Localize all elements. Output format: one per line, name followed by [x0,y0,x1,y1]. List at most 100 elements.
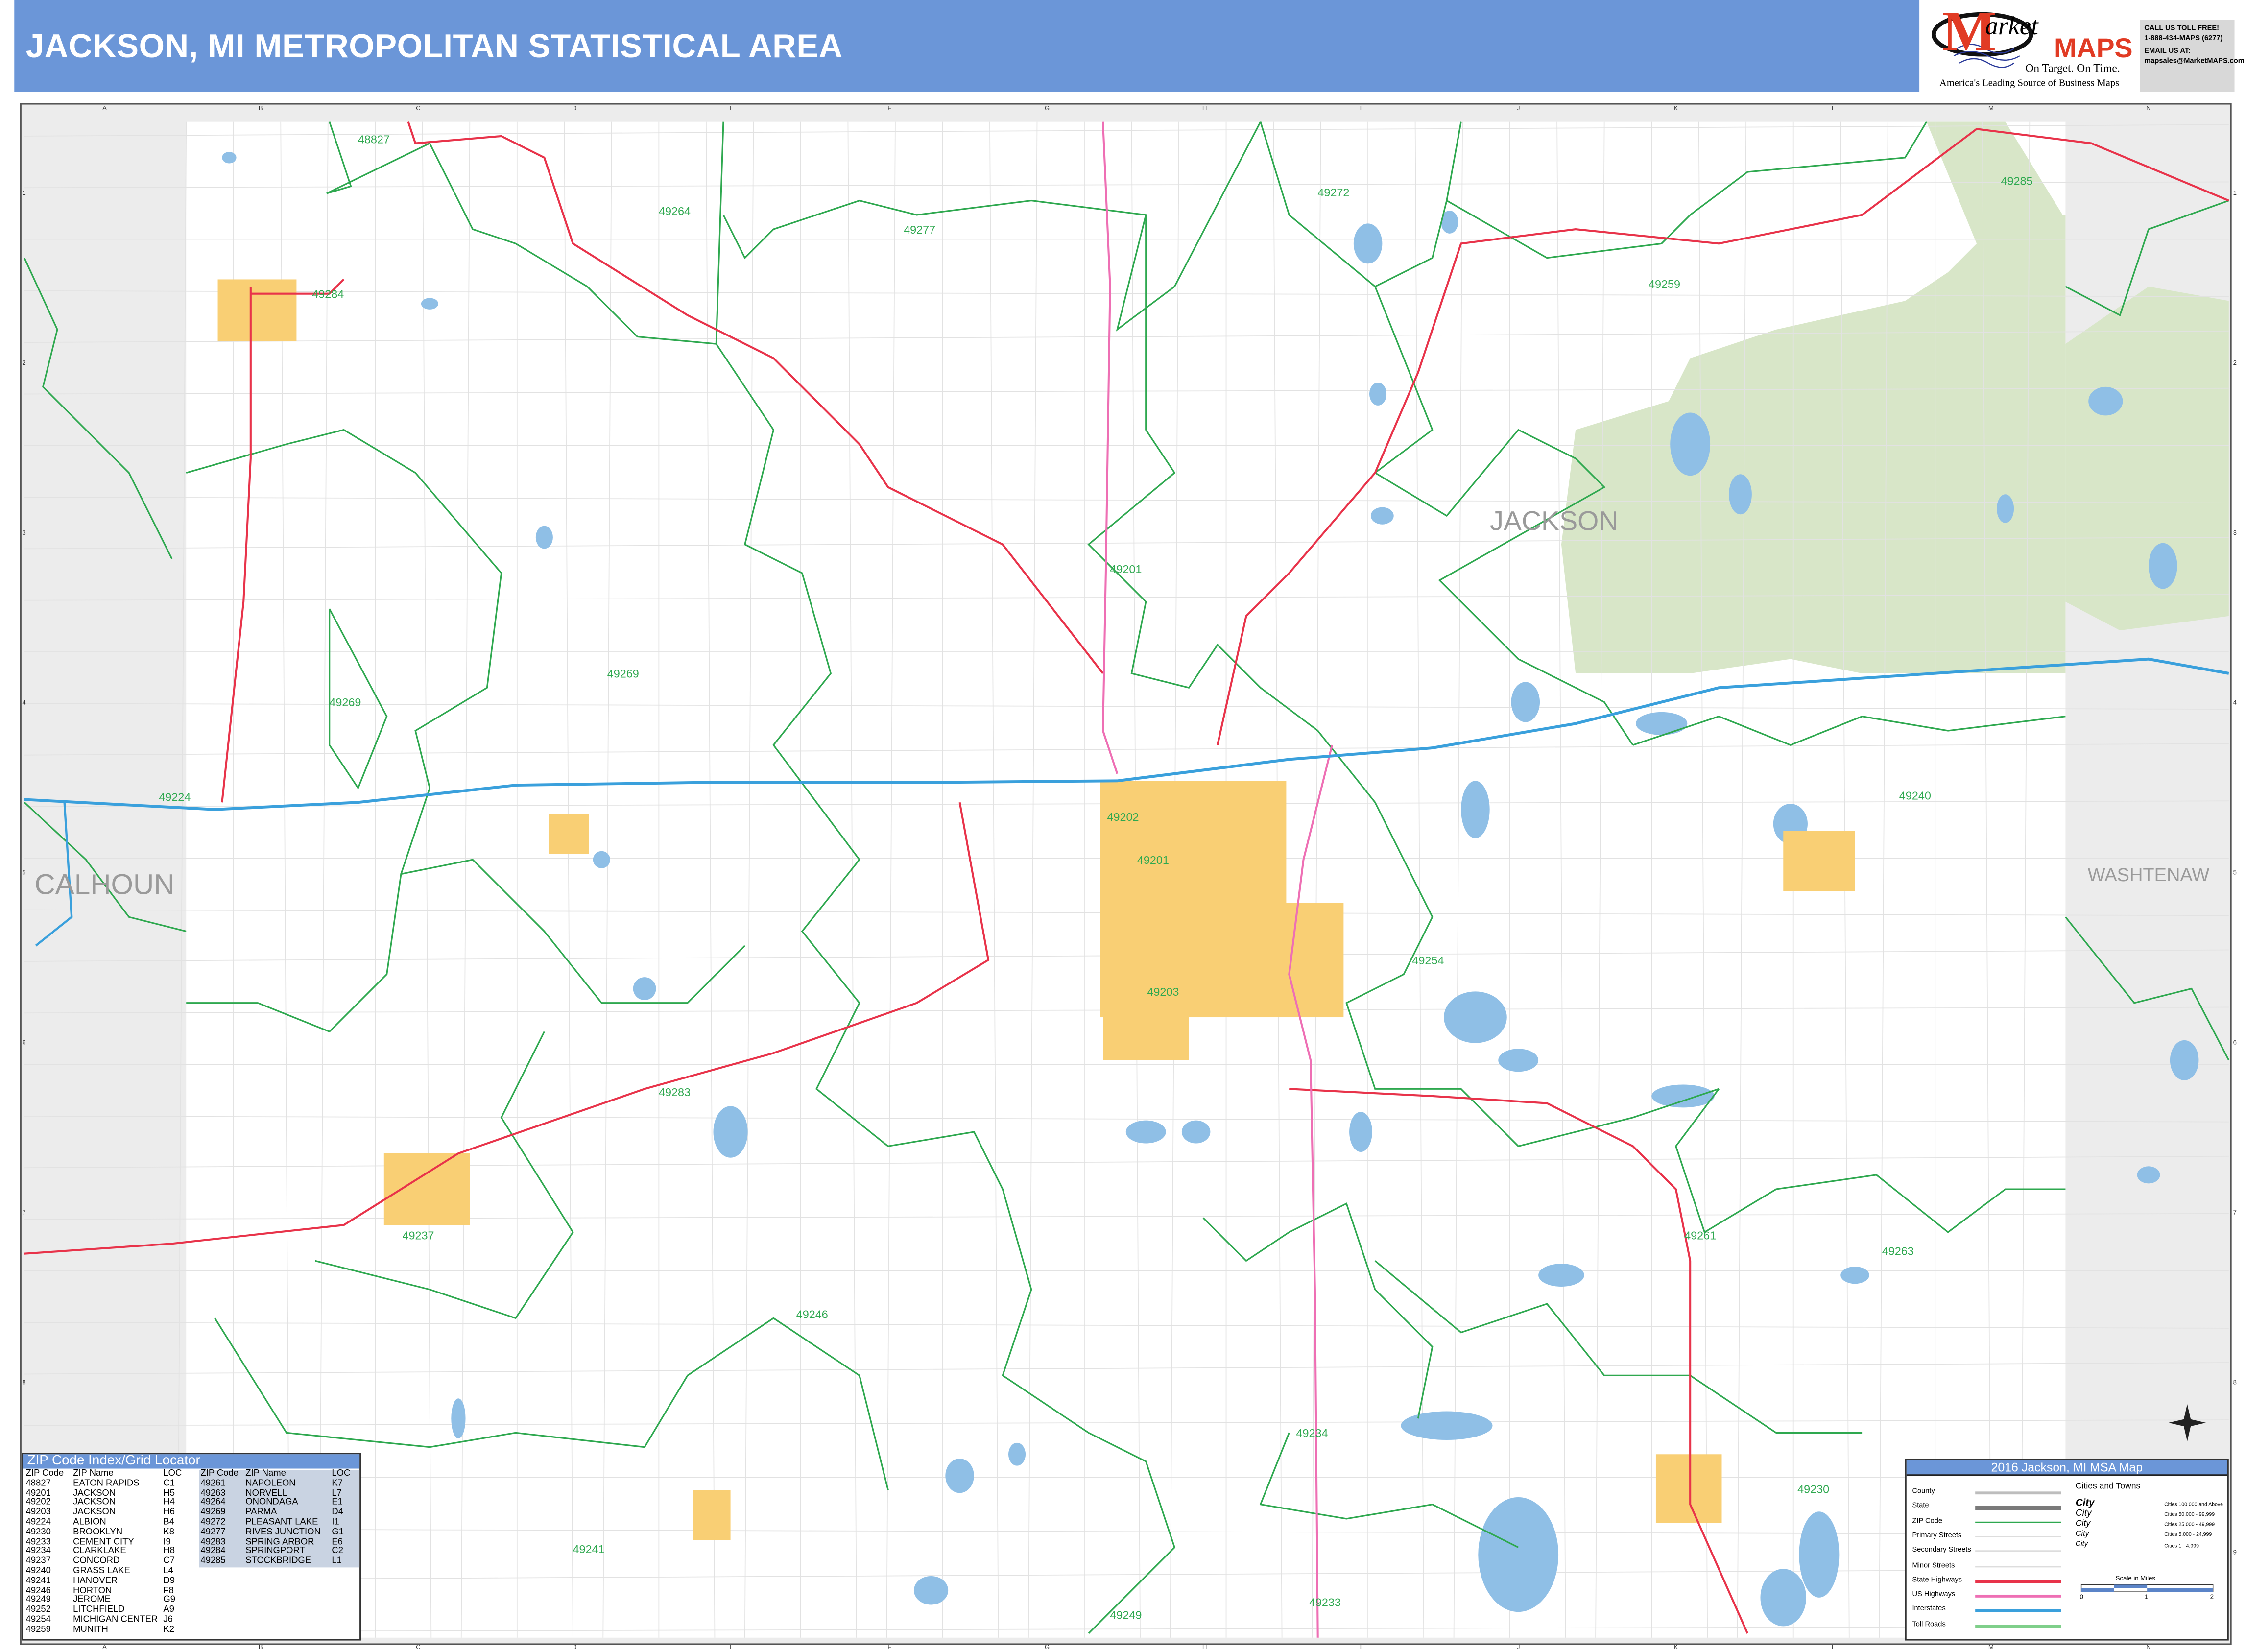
zip-index-row: 49254 MICHIGAN CENTER J6 [24,1614,195,1626]
zip-label: 49283 [659,1086,691,1099]
page-title: JACKSON, MI METROPOLITAN STATISTICAL ARE… [25,27,843,65]
grid-column-label-C: C [416,104,421,112]
state-game-area [1561,215,2066,673]
city-class-label: Cities 100,000 and Above [2164,1501,2223,1507]
zip-index-panel: ZIP Code Index/Grid Locator ZIP Code ZIP … [21,1453,361,1641]
legend-line-swatch [1975,1521,2061,1523]
zip-boundary [214,1317,889,1490]
lake [1511,682,1540,722]
zip-name: SPRINGPORT [245,1546,305,1557]
grid-column-label-bottom-J: J [1517,1643,1520,1651]
grid-loc: A9 [163,1604,174,1615]
legend-item-label: County [1912,1487,1935,1496]
minor-street [280,121,290,1638]
zip-index-table-left: ZIP Code ZIP Name LOC 48827 EATON RAPIDS C1 49… [24,1469,195,1635]
zip-index-row: 49203 JACKSON H6 [24,1508,195,1519]
zip-label: 49203 [1147,985,1179,998]
zip-label: 49254 [1412,954,1444,967]
zip-boundary [1260,121,1462,287]
state-highway [250,279,345,295]
grid-loc: E6 [332,1536,343,1547]
minor-street [1312,121,1321,1638]
grid-row-label-right-5: 5 [2233,869,2237,876]
zip-name: NAPOLEON [245,1478,296,1488]
grid-row-label-right-9: 9 [2233,1548,2237,1556]
zip-name: MICHIGAN CENTER [73,1614,158,1625]
city-area [1103,974,1189,1060]
grid-loc: C7 [163,1556,175,1566]
zip-index-row: 49234 CLARKLAKE H8 [24,1546,195,1558]
zip-boundary [315,788,574,1319]
scale-bar [2080,1584,2214,1592]
interstate-69 [35,802,73,947]
lake [451,1398,466,1439]
lake [713,1106,748,1158]
zip-label: 49234 [1296,1427,1328,1439]
zip-label: 49269 [607,668,639,680]
calhoun-county-area [24,121,187,1641]
minor-street [1556,121,1566,1638]
zip-boundary [326,121,724,345]
lake [1181,1120,1211,1144]
zip-label: 49285 [2001,174,2032,187]
county-label-calhoun: CALHOUN [34,868,174,900]
zip-name: STOCKBRIDGE [245,1556,311,1566]
grid-column-label-G: G [1045,104,1050,112]
city-area [693,1490,731,1540]
grid-row-label-right-3: 3 [2233,529,2237,536]
zip-index-row: 49269 PARMA D4 [199,1508,360,1519]
zip-label: 49201 [1137,854,1169,866]
state-highway [1216,128,2229,745]
grid-column-label-bottom-B: B [259,1643,263,1651]
lake [1401,1411,1493,1440]
zip-name: CLARKLAKE [73,1546,126,1557]
grid-column-label-bottom-A: A [102,1643,107,1651]
legend-item-label: Toll Roads [1912,1620,1946,1629]
minor-street [24,537,2229,550]
legend-line-swatch [1975,1565,2061,1567]
zip-index-row: 49263 NORVELL L7 [199,1488,360,1499]
minor-street [24,497,2229,503]
interstate-94 [24,657,2229,811]
zip-boundary [24,257,187,933]
lake [1444,991,1507,1043]
zip-name: PLEASANT LAKE [245,1517,318,1528]
minor-street [1982,121,1992,1638]
zip-name: JACKSON [73,1498,116,1508]
zip-index-row: 49237 CONCORD C7 [24,1556,195,1567]
legend-item-label: State Highways [1912,1576,1962,1584]
minor-street [24,387,2229,395]
city-style-sample: City [2075,1509,2092,1519]
grid-loc: I9 [163,1536,171,1547]
lake [535,526,553,549]
compass-rose-icon [2168,1404,2206,1441]
grid-row-label-8: 8 [22,1379,25,1386]
contact-email[interactable]: mapsales@MarketMAPS.com [2144,56,2245,66]
grid-loc: L1 [332,1556,342,1566]
city-area [549,814,589,854]
legend-item-label: State [1912,1502,1929,1511]
lake [421,298,438,310]
contact-phone: 1-888-434-MAPS (6277) [2144,33,2223,43]
contact-box: CALL US TOLL FREE! 1-888-434-MAPS (6277)… [2140,20,2245,92]
zip-name: RIVES JUNCTION [245,1527,321,1537]
lake [1353,223,1383,264]
grid-column-label-bottom-L: L [1832,1643,1835,1651]
city-style-sample: City [2075,1519,2091,1529]
grid-row-label-1: 1 [22,189,25,196]
zip-label: 49284 [312,287,344,300]
zip-name: PARMA [245,1508,277,1518]
grid-column-label-A: A [102,104,107,112]
grid-column-label-B: B [259,104,263,112]
lake [1799,1511,1840,1598]
grid-column-label-D: D [572,104,577,112]
zip-index-row: 49224 ALBION B4 [24,1518,195,1529]
zip-index-header: ZIP Name [245,1468,286,1479]
minor-street [847,121,857,1638]
grid-row-label-right-8: 8 [2233,1379,2237,1386]
legend-line-swatch [1975,1550,2061,1552]
lake [1498,1049,1539,1072]
minor-street [1879,121,1888,1638]
zip-index-row: 49285 STOCKBRIDGE L1 [199,1556,360,1567]
